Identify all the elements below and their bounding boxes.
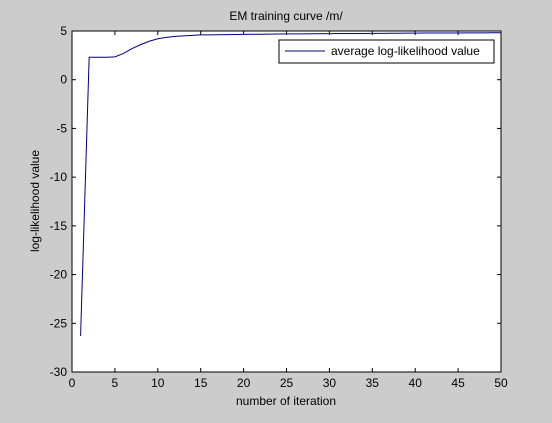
y-tick-label: -20 [50,268,68,282]
x-tick-label: 20 [237,376,251,390]
x-tick-label: 5 [112,376,119,390]
x-tick-label: 15 [194,376,208,390]
plot-area [72,31,501,372]
legend-box [278,39,495,64]
y-tick-label: -15 [50,219,68,233]
y-tick-label: -10 [50,170,68,184]
chart-title: EM training curve /m/ [229,9,343,23]
x-tick-label: 0 [69,376,76,390]
y-axis-label: log-likelihood value [28,150,42,252]
x-tick-label: 50 [494,376,508,390]
x-tick-label: 10 [151,376,165,390]
x-tick-label: 35 [366,376,380,390]
x-tick-label: 30 [323,376,337,390]
legend: average log-likelihood value [278,39,495,64]
x-axis-label: number of iteration [236,394,336,408]
x-tick-label: 40 [409,376,423,390]
legend-entry-label: average log-likelihood value [331,44,480,58]
axes-box [71,30,502,373]
y-tick-label: -5 [56,121,67,135]
y-tick-label: 5 [60,24,67,38]
series-line-0 [80,32,501,336]
y-tick-label: -25 [50,316,68,330]
x-tick-label: 45 [451,376,465,390]
y-tick-label: 0 [60,73,67,87]
y-tick-label: -30 [50,365,68,379]
x-tick-label: 25 [280,376,294,390]
series-group [80,32,501,336]
